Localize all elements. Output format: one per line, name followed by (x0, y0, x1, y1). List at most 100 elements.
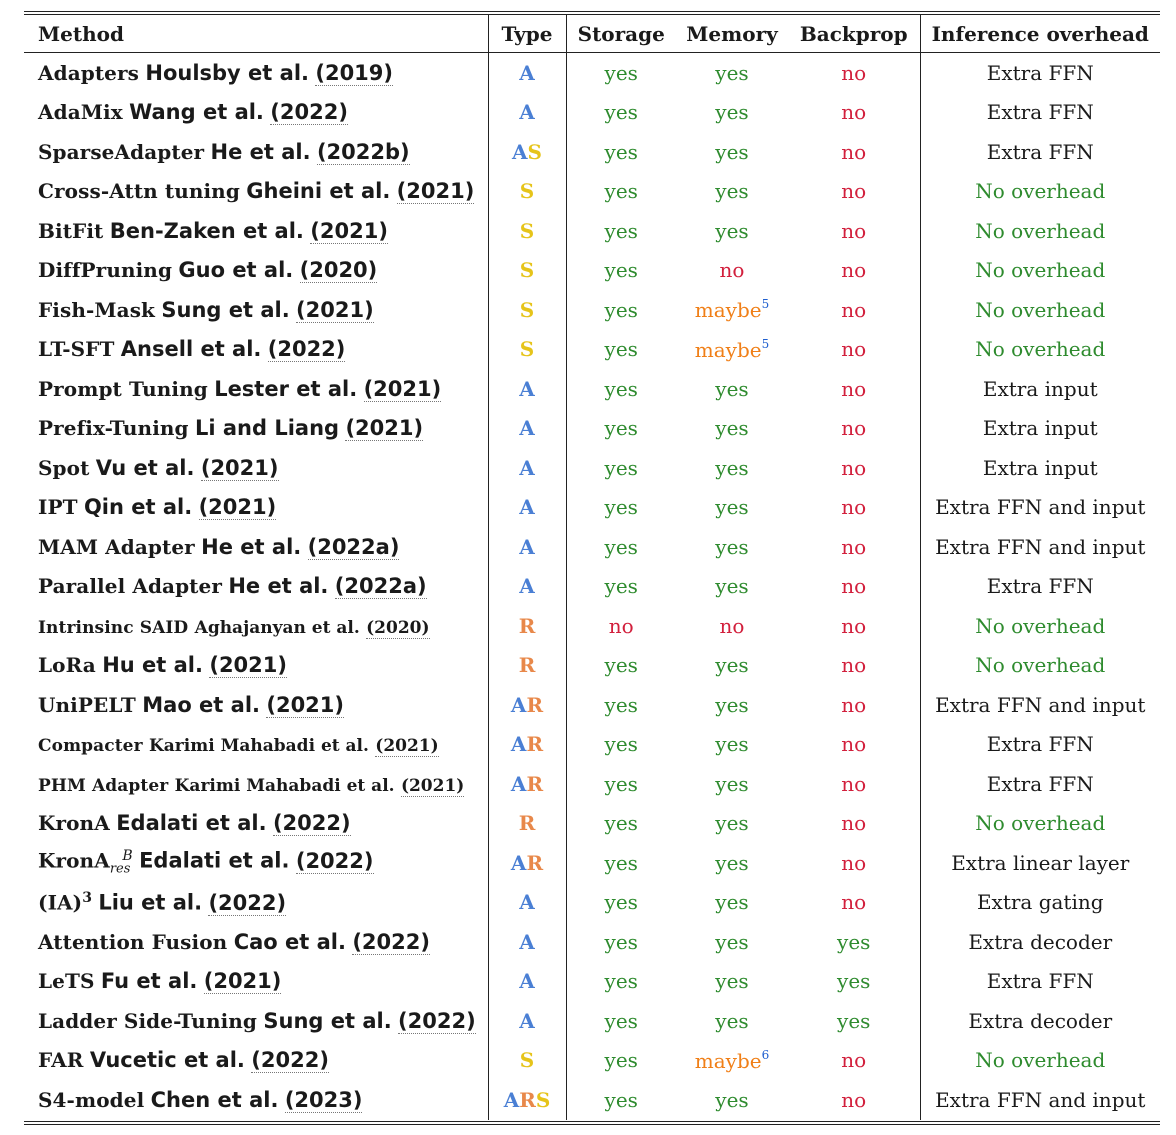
citation-year: (2022) (270, 100, 348, 126)
storage-value: yes (604, 297, 638, 322)
inference-overhead-cell: No overhead (920, 251, 1160, 291)
backprop-value: no (841, 574, 867, 599)
memory-value: maybe (694, 298, 762, 323)
type-cell: S (488, 1040, 567, 1080)
citation-year: (2022b) (316, 139, 410, 165)
memory-value: yes (715, 850, 749, 875)
storage-cell: yes (566, 330, 676, 370)
memory-value: maybe (694, 337, 762, 362)
method-name: BitFit (38, 218, 104, 243)
type-letter: A (519, 416, 535, 441)
type-cell: AR (488, 843, 567, 883)
method-cell: DiffPruning Guo et al. (2020) (24, 250, 489, 290)
storage-cell: no (566, 606, 676, 646)
method-name: LeTS (38, 969, 95, 994)
storage-value: yes (604, 969, 638, 994)
method-name: MAM Adapter (38, 534, 195, 559)
memory-value: yes (715, 732, 749, 757)
type-letter: S (519, 337, 535, 362)
storage-value: yes (604, 811, 638, 836)
backprop-value: no (841, 455, 867, 480)
type-cell: A (488, 52, 567, 93)
inference-overhead-cell: Extra FFN and input (920, 685, 1160, 725)
backprop-cell: no (788, 92, 921, 132)
storage-cell: yes (566, 764, 676, 804)
inference-overhead-cell: Extra FFN (920, 764, 1160, 804)
peft-methods-table: Method Type Storage Memory Backprop Infe… (24, 15, 1160, 1120)
inference-overhead-cell: No overhead (920, 290, 1160, 330)
inference-overhead-value: Extra FFN (986, 969, 1094, 994)
type-letter: A (510, 732, 527, 757)
memory-value: yes (715, 495, 749, 520)
method-name: FAR (38, 1048, 84, 1073)
method-cell: Cross-Attn tuning Gheini et al. (2021) (24, 171, 489, 211)
storage-value: yes (604, 455, 638, 480)
citation-year: (2021) (396, 179, 475, 205)
storage-cell: yes (566, 685, 676, 725)
memory-cell: yes (676, 883, 788, 923)
storage-cell: yes (566, 804, 676, 844)
storage-cell: yes (566, 211, 676, 251)
type-cell: R (488, 606, 567, 646)
type-value: A (519, 377, 535, 401)
type-letter: A (519, 1008, 535, 1033)
type-cell: A (488, 961, 567, 1001)
memory-value: yes (715, 1008, 749, 1033)
memory-value: yes (715, 969, 749, 994)
inference-overhead-cell: No overhead (920, 646, 1160, 686)
inference-overhead-cell: Extra decoder (920, 1001, 1160, 1041)
storage-cell: yes (566, 1041, 676, 1081)
storage-cell: yes (566, 962, 676, 1002)
citation-year: (2020) (366, 617, 430, 639)
inference-overhead-cell: Extra FFN (920, 93, 1160, 133)
type-value: A (519, 969, 535, 993)
storage-cell: yes (566, 290, 676, 330)
backprop-cell: no (788, 250, 921, 290)
backprop-value: yes (837, 929, 871, 954)
type-cell: A (488, 487, 567, 527)
storage-cell: yes (566, 725, 676, 765)
method-name: UniPELT (38, 692, 136, 717)
storage-value: yes (604, 692, 638, 717)
backprop-value: no (841, 297, 867, 322)
inference-overhead-value: Extra FFN (986, 771, 1094, 796)
type-value: A (519, 456, 535, 480)
type-letter: A (519, 890, 535, 915)
method-cell: SparseAdapter He et al. (2022b) (24, 132, 489, 172)
inference-overhead-cell: Extra FFN (920, 53, 1160, 93)
storage-cell: yes (566, 369, 676, 409)
footnote-marker: 5 (761, 297, 770, 312)
memory-value: yes (715, 692, 749, 717)
memory-cell: maybe6 (676, 1041, 788, 1081)
type-cell: AR (488, 764, 567, 804)
citation-year: (2022a) (307, 534, 400, 560)
inference-overhead-value: Extra FFN and input (935, 495, 1146, 520)
citation-authors: Aghajanyan et al. (194, 617, 360, 638)
citation-year: (2022a) (334, 574, 427, 600)
backprop-cell: no (788, 1080, 921, 1120)
type-letter: R (518, 613, 536, 638)
citation-authors: Lester et al. (214, 376, 358, 401)
type-value: A (519, 890, 535, 914)
method-cell: AdaMix Wang et al. (2022) (24, 92, 489, 132)
memory-cell: yes (676, 764, 788, 804)
memory-value: yes (715, 534, 749, 559)
method-name: PHM Adapter (38, 775, 169, 796)
storage-cell: yes (566, 448, 676, 488)
storage-cell: yes (566, 567, 676, 607)
method-cell: MAM Adapter He et al. (2022a) (24, 527, 489, 567)
method-name: Spot (38, 455, 90, 480)
type-cell: S (488, 250, 567, 290)
memory-value: yes (715, 890, 749, 915)
memory-value: yes (715, 139, 749, 164)
method-cell: Attention Fusion Cao et al. (2022) (24, 922, 489, 962)
method-name: IPT (38, 495, 78, 520)
memory-value: yes (715, 60, 749, 85)
citation-authors: He et al. (228, 574, 329, 599)
backprop-cell: no (788, 408, 921, 448)
type-cell: S (488, 211, 567, 251)
type-letter: A (519, 574, 535, 599)
memory-cell: yes (676, 646, 788, 686)
backprop-value: no (841, 732, 867, 757)
